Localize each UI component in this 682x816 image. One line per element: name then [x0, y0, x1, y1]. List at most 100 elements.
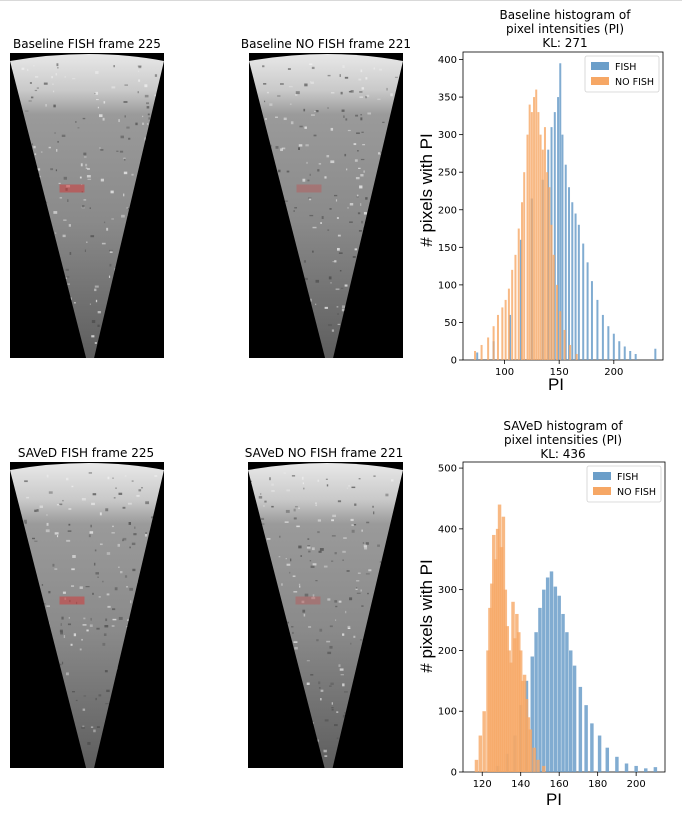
sonar-speckle — [324, 306, 328, 309]
sonar-speckle — [86, 175, 91, 178]
sonar-speckle — [92, 592, 94, 595]
sonar-speckle — [124, 84, 128, 86]
bar-fish — [519, 239, 522, 360]
sonar-speckle — [101, 242, 106, 245]
sonar-speckle — [329, 208, 332, 210]
sonar-speckle — [58, 182, 61, 184]
sonar-speckle — [359, 91, 363, 93]
sonar-speckle — [89, 531, 94, 534]
sonar-speckle — [334, 600, 337, 603]
sonar-speckle — [100, 149, 104, 151]
legend-swatch-nofish — [593, 487, 611, 495]
sonar-speckle — [303, 487, 305, 490]
sonar-speckle — [31, 143, 33, 146]
sonar-speckle — [67, 623, 72, 626]
sonar-speckle — [111, 218, 114, 220]
x-tick-label: 120 — [473, 779, 492, 790]
sonar-speckle — [360, 174, 364, 177]
bar-nofish — [511, 601, 515, 772]
sonar-speckle — [356, 580, 360, 582]
sonar-speckle — [304, 593, 309, 597]
sonar-speckle — [50, 168, 54, 171]
sonar-speckle — [89, 207, 91, 210]
sonar-speckle — [285, 621, 289, 624]
sonar-speckle — [118, 566, 120, 568]
sonar-speckle — [354, 503, 357, 506]
sonar-speckle — [306, 660, 310, 662]
sonar-speckle — [103, 633, 107, 636]
sonar-speckle — [344, 76, 349, 79]
sonar-speckle — [91, 320, 96, 324]
sonar-speckle — [95, 71, 99, 74]
bar-fish — [578, 686, 583, 772]
sonar-speckle — [61, 616, 64, 620]
bar-nofish — [492, 534, 496, 772]
sonar-speckle — [360, 69, 363, 73]
sonar-speckle — [127, 619, 129, 621]
sonar-speckle — [358, 78, 362, 81]
y-tick-label: 400 — [438, 55, 457, 66]
bar-nofish — [548, 187, 551, 360]
sonar-speckle — [351, 529, 355, 533]
sonar-speckle — [33, 65, 35, 67]
sonar-speckle — [347, 627, 351, 629]
sonar-speckle — [289, 103, 292, 105]
sonar-speckle — [21, 67, 25, 70]
bar-nofish — [518, 650, 523, 772]
sonar-speckle — [360, 117, 363, 121]
sonar-speckle — [83, 617, 86, 620]
sonar-speckle — [306, 546, 311, 549]
bar-nofish — [542, 765, 546, 772]
sonar-speckle — [97, 576, 99, 578]
fish-detection-box — [296, 184, 322, 193]
sonar-speckle — [271, 483, 274, 486]
sonar-speckle — [345, 610, 347, 614]
sonar-speckle — [304, 277, 308, 281]
chart-title-line1: SAVeD histogram of — [503, 419, 623, 433]
bar-nofish — [517, 632, 521, 772]
sonar-speckle — [299, 585, 301, 588]
sonar-speckle — [323, 565, 328, 568]
sonar-speckle — [102, 642, 106, 646]
sonar-speckle — [24, 110, 29, 112]
sonar-speckle — [331, 519, 334, 522]
sonar-speckle — [313, 134, 317, 137]
sonar-speckle — [90, 524, 92, 528]
sonar-speckle — [355, 588, 358, 590]
sonar-speckle — [312, 594, 315, 598]
sonar-speckle — [311, 66, 315, 70]
sonar-speckle — [365, 197, 368, 200]
sonar-speckle — [56, 535, 59, 538]
sonar-speckle — [331, 535, 336, 537]
sonar-speckle — [291, 626, 294, 628]
bar-fish — [577, 224, 580, 360]
bar-fish — [629, 350, 632, 360]
bar-nofish — [493, 559, 498, 772]
sonar-speckle — [43, 82, 48, 85]
sonar-speckle — [111, 86, 116, 89]
sonar-speckle — [46, 474, 49, 478]
sonar-speckle — [107, 605, 111, 608]
sonar-speckle — [349, 221, 353, 223]
sonar-speckle — [356, 196, 359, 198]
legend-swatch-fish — [593, 472, 611, 480]
sonar-speckle — [354, 159, 358, 162]
sonar-speckle — [82, 205, 85, 208]
sonar-speckle — [59, 197, 63, 199]
sonar-speckle — [365, 95, 367, 99]
chart-title-saved: SAVeD histogram of pixel intensities (PI… — [503, 419, 622, 461]
sonar-speckle — [293, 210, 295, 212]
sonar-speckle — [131, 480, 134, 482]
bar-nofish — [555, 284, 558, 360]
bar-nofish — [488, 607, 492, 772]
sonar-frame-baseline-nofish — [249, 53, 403, 358]
sonar-speckle — [261, 517, 265, 520]
sonar-speckle — [275, 116, 278, 118]
sonar-speckle — [65, 268, 69, 271]
sonar-speckle — [325, 478, 328, 480]
sonar-speckle — [115, 487, 117, 489]
bar-nofish — [536, 759, 540, 772]
sonar-speckle — [109, 249, 113, 252]
sonar-speckle — [108, 275, 111, 278]
